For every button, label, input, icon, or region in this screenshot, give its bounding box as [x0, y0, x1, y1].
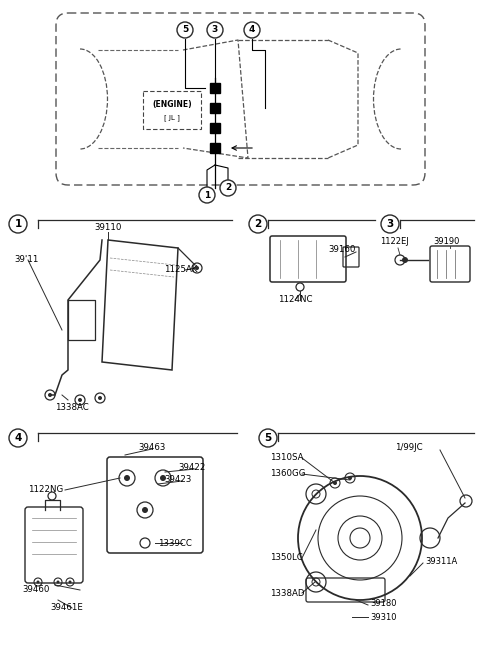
Text: 1338AD: 1338AD: [270, 589, 304, 597]
Circle shape: [36, 581, 39, 583]
Text: 39190: 39190: [433, 237, 459, 246]
Circle shape: [249, 215, 267, 233]
Text: 39180: 39180: [370, 599, 396, 608]
Text: 39460: 39460: [22, 585, 49, 595]
Text: 39'11: 39'11: [14, 256, 38, 265]
Text: 1124NC: 1124NC: [278, 296, 312, 304]
Text: 5: 5: [264, 433, 272, 443]
Text: 39160: 39160: [329, 246, 356, 254]
Circle shape: [98, 396, 102, 400]
Text: 4: 4: [14, 433, 22, 443]
Text: 5: 5: [182, 26, 188, 35]
Circle shape: [9, 215, 27, 233]
Text: 1: 1: [204, 191, 210, 200]
Circle shape: [259, 429, 277, 447]
Circle shape: [160, 475, 166, 481]
Text: 1338AC: 1338AC: [55, 403, 89, 413]
Circle shape: [48, 393, 52, 397]
Bar: [210, 143, 220, 153]
Bar: [210, 123, 220, 133]
Bar: [210, 83, 220, 93]
Circle shape: [402, 257, 408, 263]
Circle shape: [220, 180, 236, 196]
Text: 1122EJ: 1122EJ: [380, 237, 409, 246]
Text: 3: 3: [212, 26, 218, 35]
Text: 4: 4: [249, 26, 255, 35]
Circle shape: [177, 22, 193, 38]
Text: (ENGINE): (ENGINE): [152, 101, 192, 110]
Text: 1: 1: [14, 219, 22, 229]
Text: 1310SA: 1310SA: [270, 453, 303, 463]
Text: 2: 2: [254, 219, 262, 229]
Text: 1360GG: 1360GG: [270, 470, 305, 478]
Text: 39422: 39422: [179, 463, 206, 472]
Text: 2: 2: [225, 183, 231, 193]
Circle shape: [142, 507, 148, 513]
Text: 39423: 39423: [165, 476, 192, 484]
Circle shape: [57, 581, 60, 583]
Circle shape: [199, 187, 215, 203]
Text: 3: 3: [386, 219, 394, 229]
Circle shape: [381, 215, 399, 233]
Circle shape: [9, 429, 27, 447]
Circle shape: [195, 266, 199, 270]
Text: 39311A: 39311A: [425, 558, 457, 566]
Bar: [210, 103, 220, 113]
Circle shape: [78, 398, 82, 402]
Circle shape: [69, 581, 72, 583]
Text: 39110: 39110: [94, 223, 122, 233]
Circle shape: [348, 476, 352, 480]
Circle shape: [244, 22, 260, 38]
Circle shape: [124, 475, 130, 481]
Text: 1125AK: 1125AK: [165, 265, 198, 275]
Circle shape: [333, 481, 337, 485]
Circle shape: [207, 22, 223, 38]
Text: 39461E: 39461E: [50, 604, 83, 612]
Text: 1350LC: 1350LC: [270, 553, 303, 562]
Text: 1/99JC: 1/99JC: [395, 443, 422, 453]
Text: [ JL ]: [ JL ]: [164, 114, 180, 122]
Text: 1122NG: 1122NG: [28, 486, 63, 495]
Text: 39463: 39463: [138, 443, 166, 451]
Text: 39310: 39310: [370, 614, 396, 622]
Text: 1339CC: 1339CC: [158, 539, 192, 547]
